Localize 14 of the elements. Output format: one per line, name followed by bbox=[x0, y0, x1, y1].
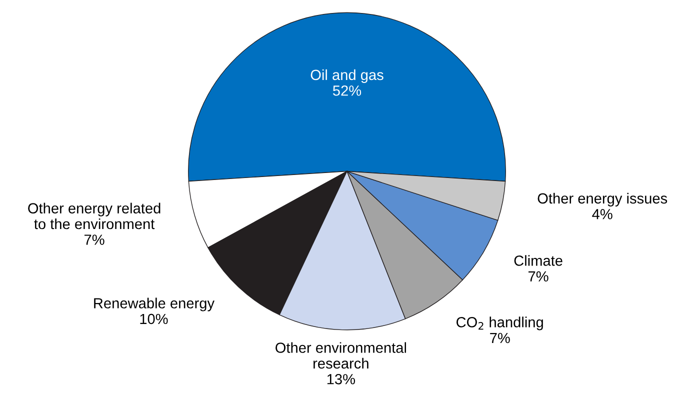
data-label: 7% bbox=[528, 271, 548, 282]
slice-label: Renewable energy bbox=[94, 298, 215, 312]
slice-label: Climate bbox=[514, 255, 562, 266]
slice-label: Other environmental research bbox=[276, 342, 406, 369]
data-label: 7% bbox=[84, 234, 104, 245]
data-label: 10% bbox=[140, 314, 168, 324]
slice-label: CO$_{2}$ handling bbox=[456, 316, 543, 330]
data-label: 7% bbox=[490, 332, 510, 344]
data-label: 13% bbox=[327, 374, 355, 384]
slice-label: Other energy issues bbox=[538, 192, 668, 206]
slice-label: Other energy related to the environment bbox=[28, 202, 160, 230]
data-label: 52% bbox=[332, 85, 362, 96]
data-label: 4% bbox=[592, 209, 612, 220]
slice-label: Oil and gas bbox=[310, 69, 384, 83]
